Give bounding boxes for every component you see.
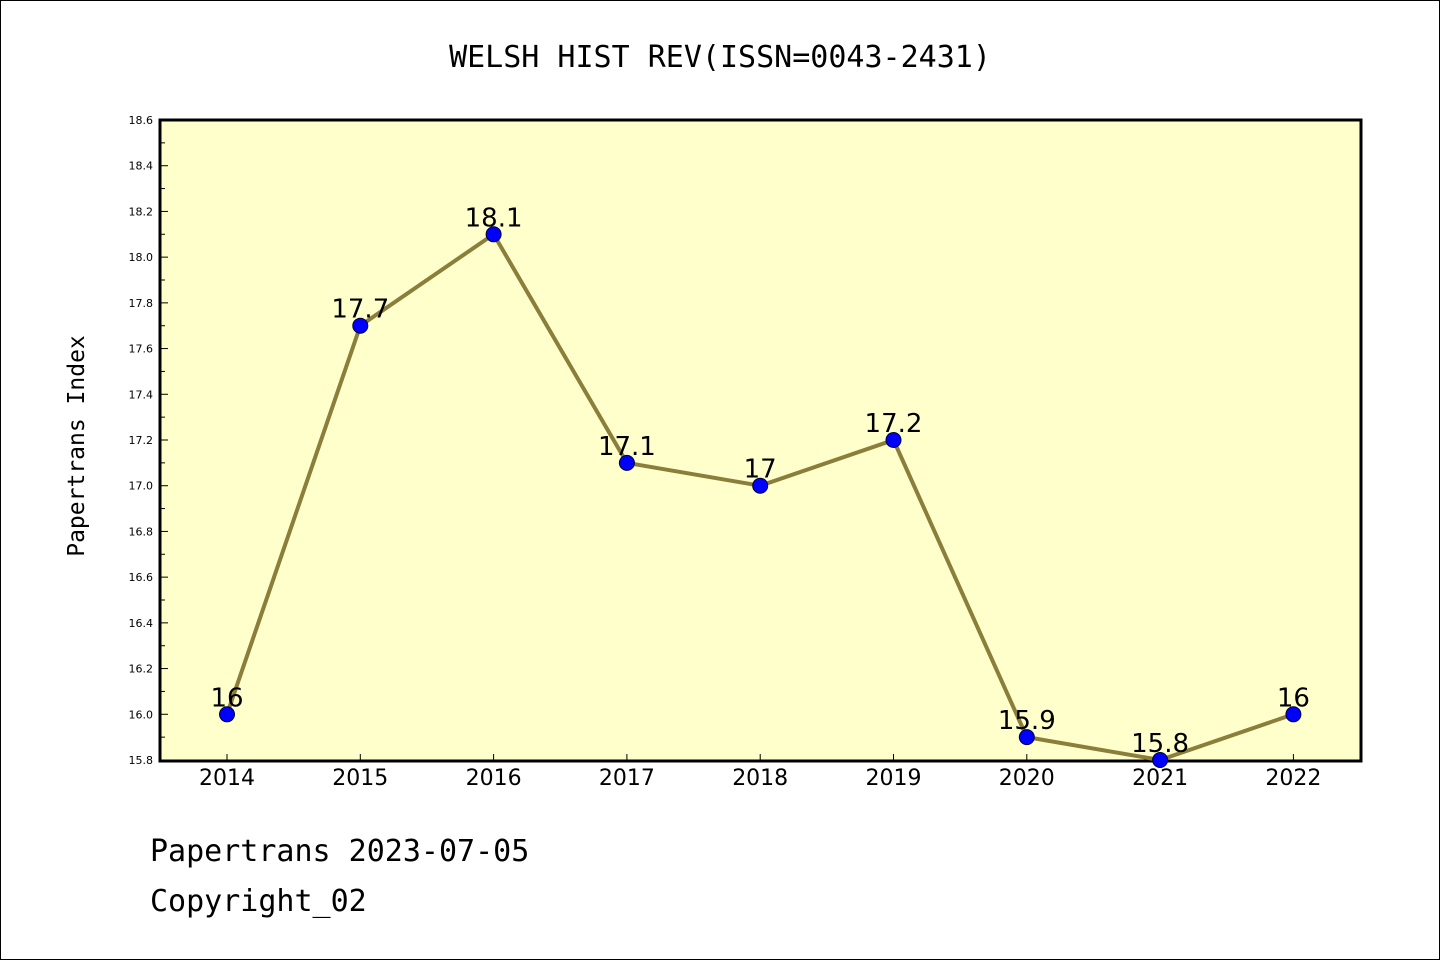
y-tick-label: 18.0 xyxy=(129,251,154,264)
x-tick-label: 2019 xyxy=(866,766,922,791)
data-label: 17.2 xyxy=(865,409,923,439)
data-label: 17 xyxy=(744,455,777,485)
footer-copyright: Copyright_02 xyxy=(150,884,367,919)
data-point-marker xyxy=(219,706,235,723)
x-tick-label: 2018 xyxy=(732,766,788,791)
data-point-marker xyxy=(1018,729,1035,746)
data-point-marker xyxy=(352,317,369,334)
x-tick-label: 2022 xyxy=(1265,766,1321,791)
x-tick-label: 2021 xyxy=(1132,766,1188,791)
data-label: 16 xyxy=(210,683,243,713)
y-tick-label: 17.6 xyxy=(129,343,154,356)
x-tick-label: 2020 xyxy=(999,766,1055,791)
x-tick-label: 2016 xyxy=(466,766,522,791)
y-tick-label: 18.2 xyxy=(129,205,154,218)
y-tick-label: 17.4 xyxy=(129,388,154,401)
data-point-marker xyxy=(752,477,769,494)
y-tick-label: 16.0 xyxy=(129,708,154,721)
data-label: 17.1 xyxy=(598,432,656,462)
data-label: 17.7 xyxy=(331,295,389,325)
y-axis-label: Papertrans Index xyxy=(64,335,90,557)
plot-area xyxy=(158,118,1363,763)
y-axis: 15.8 16.0 16.2 16.4 16.6 16.8 17.0 17.2 17.4 17.6… xyxy=(129,114,168,767)
data-label: 16 xyxy=(1277,683,1310,713)
y-tick-label: 18.4 xyxy=(129,160,154,173)
x-tick-label: 2017 xyxy=(599,766,655,791)
y-tick-label: 17.2 xyxy=(129,434,154,447)
y-tick-label: 15.8 xyxy=(129,754,154,767)
data-point-marker xyxy=(1285,706,1302,723)
data-point-marker xyxy=(1152,752,1169,768)
y-tick-label: 17.8 xyxy=(129,297,154,310)
y-tick-label: 16.6 xyxy=(129,571,154,584)
x-axis: 2014 2015 2016 2017 2018 2019 2020 2021 2022 xyxy=(199,754,1321,791)
data-point-marker xyxy=(885,432,902,448)
y-tick-label: 16.8 xyxy=(129,525,154,538)
data-point-marker xyxy=(485,226,502,243)
marker-group xyxy=(219,226,1302,768)
y-tick-label: 17.0 xyxy=(129,480,154,493)
footer-date: Papertrans 2023-07-05 xyxy=(150,834,530,869)
y-tick-label: 16.4 xyxy=(129,617,154,630)
data-label: 15.9 xyxy=(998,706,1056,736)
data-label: 15.8 xyxy=(1131,729,1189,759)
data-label-group: 16 17.7 18.1 17.1 17 17.2 15.9 15.8 16 xyxy=(210,203,1309,759)
data-point-marker xyxy=(618,454,635,471)
x-tick-label: 2015 xyxy=(332,766,388,791)
data-label: 18.1 xyxy=(465,203,523,233)
y-tick-label: 18.6 xyxy=(129,114,154,127)
chart-title: WELSH HIST REV(ISSN=0043-2431) xyxy=(449,40,991,75)
y-tick-label: 16.2 xyxy=(129,663,154,676)
x-tick-label: 2014 xyxy=(199,766,255,791)
